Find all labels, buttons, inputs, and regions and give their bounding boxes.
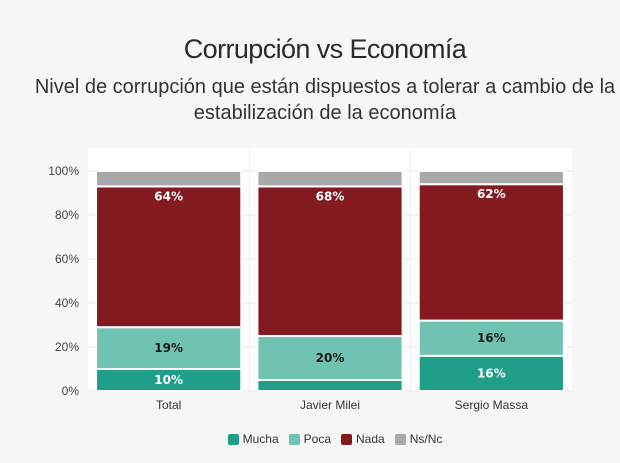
data-label-poca-total: 19% <box>154 341 183 355</box>
y-tick-label-100: 100% <box>48 164 79 178</box>
x-tick-label-total: Total <box>156 398 181 412</box>
legend-item-nada[interactable]: Nada <box>341 432 385 446</box>
y-tick-label-60: 60% <box>55 252 79 266</box>
x-tick-label-javier-milei: Javier Milei <box>300 398 360 412</box>
legend-swatch-ns-nc <box>394 433 406 445</box>
data-label-nada-total: 64% <box>154 189 183 203</box>
chart-subtitle: Nivel de corrupción que están dispuestos… <box>34 76 616 124</box>
bar-mucha-sergio-massa <box>417 354 565 392</box>
data-label-nada-sergio-massa: 62% <box>477 187 506 201</box>
legend-swatch-mucha <box>227 433 239 445</box>
y-tick-label-20: 20% <box>55 340 79 354</box>
bar-ns-nc-javier-milei <box>256 170 404 188</box>
legend-swatch-poca <box>288 433 300 445</box>
legend-swatch-nada <box>341 433 353 445</box>
y-tick-label-40: 40% <box>55 296 79 310</box>
bar-nada-sergio-massa <box>417 183 565 322</box>
legend-label-nada: Nada <box>356 432 385 446</box>
y-tick-label-0: 0% <box>62 384 80 398</box>
bar-poca-javier-milei <box>256 335 404 381</box>
legend: Mucha Poca Nada Ns/Nc <box>0 432 620 446</box>
legend-label-poca: Poca <box>303 432 332 446</box>
x-tick-label-sergio-massa: Sergio Massa <box>455 398 529 412</box>
legend-item-mucha[interactable]: Mucha <box>227 432 279 446</box>
bar-mucha-javier-milei <box>256 379 404 392</box>
data-label-mucha-sergio-massa: 16% <box>477 366 506 380</box>
data-label-nada-javier-milei: 68% <box>316 189 345 203</box>
legend-item-ns-nc[interactable]: Ns/Nc <box>394 432 443 446</box>
legend-label-ns-nc: Ns/Nc <box>409 432 443 446</box>
data-label-poca-javier-milei: 20% <box>316 351 345 365</box>
bar-nada-total <box>95 185 243 329</box>
bar-nada-javier-milei <box>256 185 404 337</box>
data-label-poca-sergio-massa: 16% <box>477 331 506 345</box>
y-tick-label-80: 80% <box>55 208 79 222</box>
chart-title: Corrupción vs Economía <box>183 34 467 64</box>
data-label-mucha-total: 10% <box>154 373 183 387</box>
bar-ns-nc-sergio-massa <box>417 170 565 186</box>
legend-label-mucha: Mucha <box>242 432 279 446</box>
legend-item-poca[interactable]: Poca <box>288 432 332 446</box>
bar-ns-nc-total <box>95 170 243 188</box>
bar-poca-sergio-massa <box>417 319 565 357</box>
